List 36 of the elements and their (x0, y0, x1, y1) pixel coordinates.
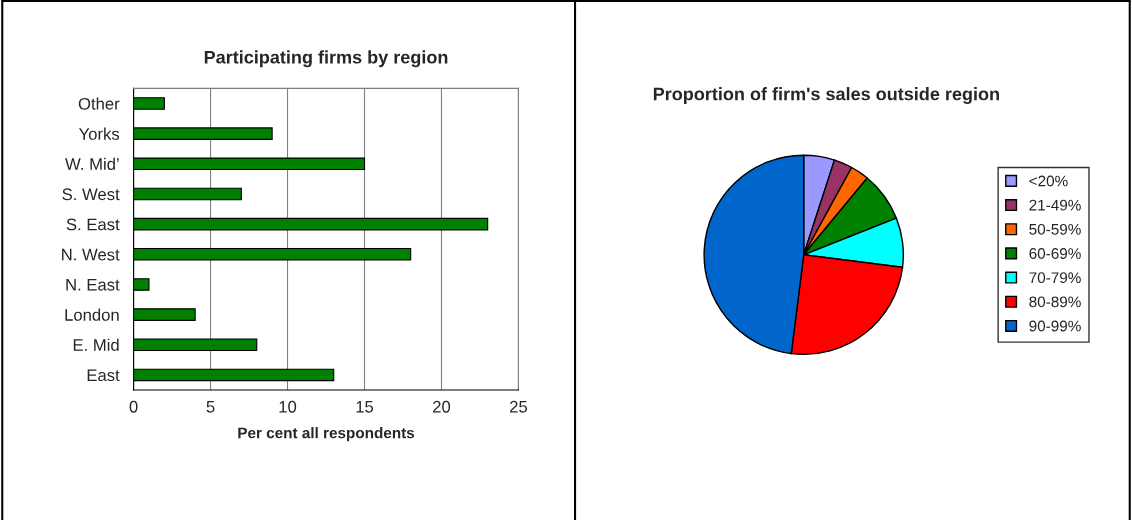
legend-label: 70-79% (1029, 272, 1081, 284)
y-tick-label: Yorks (78, 127, 120, 140)
x-tick-label: 25 (510, 400, 528, 413)
bar (133, 157, 366, 171)
bar (133, 368, 335, 382)
y-tick-label: East (87, 369, 120, 382)
y-tick-label: London (65, 308, 119, 321)
y-tick-label: N. East (66, 279, 120, 291)
chart-title: Participating firms by region (204, 50, 448, 68)
bar (133, 127, 273, 140)
bar (133, 97, 165, 110)
y-tick-label: S. West (62, 188, 120, 201)
bar (133, 308, 196, 321)
bar (133, 187, 242, 201)
bar (133, 338, 258, 352)
legend-label: 90-99% (1029, 320, 1081, 332)
x-tick-label: 20 (433, 400, 451, 413)
legend-label: <20% (1029, 175, 1068, 187)
bar (133, 247, 412, 261)
bar (133, 217, 489, 231)
y-tick-label: S. East (66, 218, 120, 231)
y-tick-label: E. Mid (73, 338, 119, 351)
bar (133, 278, 150, 291)
x-tick-label: 15 (356, 401, 374, 413)
y-tick-label: N. West (62, 248, 120, 261)
legend-label: 21-49% (1029, 199, 1081, 211)
x-tick-label: 0 (129, 400, 138, 413)
legend-label: 80-89% (1029, 296, 1081, 308)
legend-label: 50-59% (1029, 223, 1081, 235)
chart-title: Proportion of firm's sales outside region (653, 87, 999, 104)
x-tick-label: 10 (279, 400, 297, 413)
legend-label: 60-69% (1029, 248, 1081, 259)
y-tick-label: W. Mid’ (65, 157, 119, 170)
x-axis-title: Per cent all respondents (238, 427, 415, 442)
y-tick-label: Other (78, 97, 120, 110)
x-tick-label: 5 (206, 401, 215, 413)
